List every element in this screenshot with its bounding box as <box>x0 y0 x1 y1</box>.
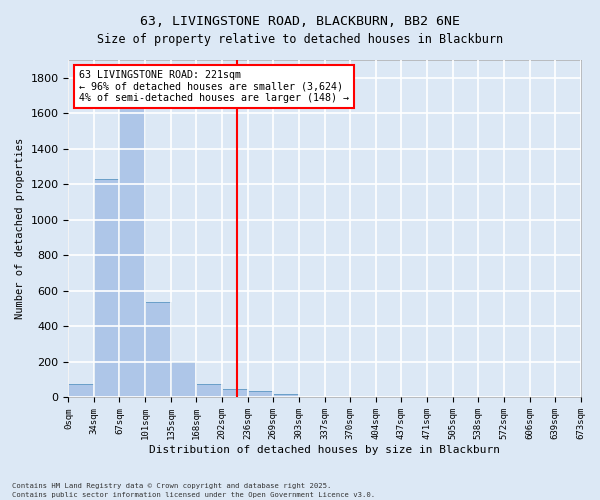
Bar <box>248 392 273 398</box>
Text: Size of property relative to detached houses in Blackburn: Size of property relative to detached ho… <box>97 32 503 46</box>
Bar <box>222 388 248 398</box>
Text: Contains HM Land Registry data © Crown copyright and database right 2025.: Contains HM Land Registry data © Crown c… <box>12 483 331 489</box>
Text: 63, LIVINGSTONE ROAD, BLACKBURN, BB2 6NE: 63, LIVINGSTONE ROAD, BLACKBURN, BB2 6NE <box>140 15 460 28</box>
Bar <box>68 384 94 398</box>
Bar <box>171 362 196 398</box>
X-axis label: Distribution of detached houses by size in Blackburn: Distribution of detached houses by size … <box>149 445 500 455</box>
Bar <box>94 179 119 398</box>
Text: Contains public sector information licensed under the Open Government Licence v3: Contains public sector information licen… <box>12 492 375 498</box>
Bar <box>196 384 222 398</box>
Text: 63 LIVINGSTONE ROAD: 221sqm
← 96% of detached houses are smaller (3,624)
4% of s: 63 LIVINGSTONE ROAD: 221sqm ← 96% of det… <box>79 70 349 103</box>
Bar <box>145 302 171 398</box>
Y-axis label: Number of detached properties: Number of detached properties <box>15 138 25 320</box>
Bar <box>299 396 325 398</box>
Bar <box>273 394 299 398</box>
Bar <box>119 102 145 398</box>
